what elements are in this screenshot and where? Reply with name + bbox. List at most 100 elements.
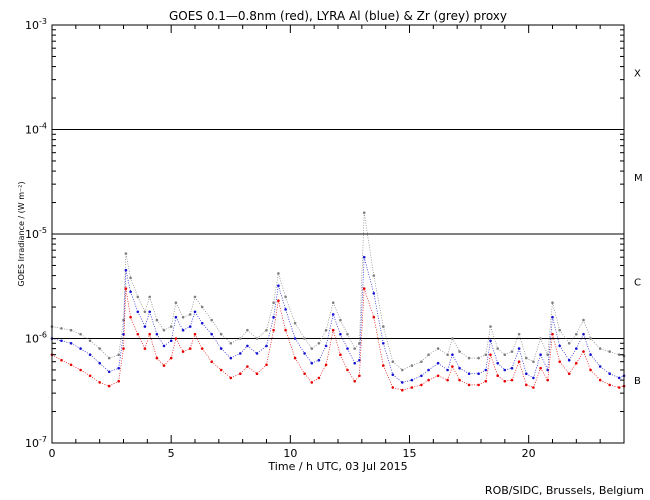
series-2-segment [201,348,212,362]
series-0-segment [247,329,258,339]
series-1-segment [256,345,267,354]
series-0-segment [170,302,177,327]
series-0-segment [137,296,146,312]
series-1-point [255,352,259,355]
series-1-segment [359,257,365,361]
series-0-segment [497,348,506,355]
y-axis-label: GOES Irradiance / (W m⁻²) [17,181,26,286]
series-2-segment [332,330,341,355]
series-1-segment [552,317,561,346]
series-1-segment [89,354,100,364]
series-0-segment [568,333,577,344]
series-1-segment [340,334,348,349]
series-1-segment [402,379,412,383]
series-0-segment [363,212,375,276]
series-1-segment [80,348,91,355]
series-0-point [124,252,128,255]
series-2-segment [247,366,258,374]
series-1-segment [363,257,375,294]
series-0-segment [266,302,274,331]
series-0-segment [583,319,591,339]
series-0 [50,211,626,372]
series-0-segment [540,338,549,355]
series-0-segment [125,253,131,278]
series-2-segment [118,348,124,382]
series-0-segment [156,319,165,331]
series-1-segment [61,340,72,344]
series-1-segment [609,373,620,379]
series-2-point [188,347,192,350]
series-0-segment [123,253,127,321]
series-0-segment [285,296,296,324]
series-0-segment [256,329,267,339]
series-0-segment [109,354,119,359]
series-1-segment [125,270,131,292]
series-1-segment [137,311,146,327]
series-2-segment [80,369,91,377]
series-1-point [143,325,147,328]
series-1-segment [278,285,286,310]
series-1-point [401,381,404,384]
series-0-segment [51,326,62,329]
series-0-segment [533,338,541,362]
series-1-segment [547,317,553,371]
flare-class-label-M: M [634,173,643,184]
series-2-segment [266,330,274,365]
series-0-segment [511,334,520,352]
x-axis: 0 5 10 15 20 [49,25,625,460]
series-2-segment [518,361,527,386]
series-1-segment [144,311,151,327]
series-1-segment [123,270,127,335]
series-2-segment [194,334,203,349]
series-1-segment [452,354,460,369]
series-1-segment [240,345,248,354]
flare-class-label-B: B [634,376,641,387]
series-1-point [617,376,621,380]
series-2-segment [568,363,577,374]
series-1-segment [230,353,241,359]
series-0-segment [609,351,620,356]
y-tick-label: 10 [25,437,39,450]
series-2-segment [490,354,499,376]
series-2-point [69,363,73,367]
y-tick-exponent: -6 [39,331,47,340]
series-0-segment [373,275,384,327]
series-1-point [124,268,128,272]
series-2-segment [382,365,394,388]
series-2-point [546,378,549,382]
series-2-segment [590,369,601,381]
series-2-point [169,356,173,360]
series-0-segment [359,212,365,344]
series-2-point [143,347,147,350]
series-0-segment [278,273,286,298]
series-2-segment [149,334,158,359]
series-2-segment [163,357,172,366]
series-2-segment [109,380,119,387]
series-2-segment [411,384,422,388]
flare-class-label-X: X [634,69,641,80]
series-1-segment [518,348,527,374]
series-1-point [510,366,514,370]
series-0-segment [311,343,320,349]
series-0-segment [70,329,81,335]
series-2-segment [402,387,412,391]
series-1-segment [118,334,124,369]
series-1-segment [109,367,119,373]
series-1-segment [347,348,356,364]
series-2-segment [170,338,177,359]
series-1-segment [194,311,203,324]
series-2-segment [189,334,196,349]
series-0-segment [240,329,248,339]
series-0-point [510,350,514,353]
credit-text: ROB/SIDC, Brussels, Belgium [485,484,644,497]
y-tick-exponent: -5 [39,226,47,235]
series-0-segment [318,330,327,344]
x-tick-label: 15 [403,447,417,460]
series-2-segment [347,369,355,382]
series-2-segment [547,334,553,381]
series-1-segment [175,317,184,331]
series-0-segment [347,334,356,349]
series-0-point [169,325,173,328]
series-2-point [88,374,92,378]
